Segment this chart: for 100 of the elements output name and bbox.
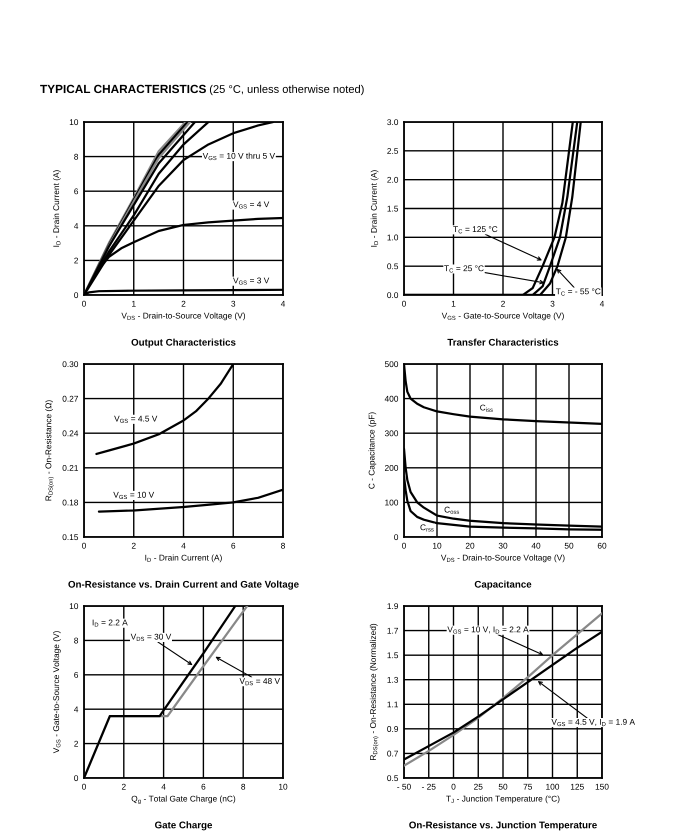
y-tick-label: 0.18 bbox=[62, 500, 78, 506]
y-tick-label: 0.5 bbox=[387, 775, 398, 782]
annotation: T$_{C}$ = 25 °C bbox=[444, 265, 484, 273]
y-tick-label: 0.24 bbox=[62, 430, 78, 436]
x-tick-label: 0 bbox=[82, 542, 86, 549]
annotation: T$_{C}$ = - 55 °C bbox=[556, 288, 601, 296]
y-tick-label: 0.0 bbox=[387, 292, 398, 298]
y-tick-label: 2 bbox=[74, 258, 78, 264]
x-tick-label: 4 bbox=[280, 300, 286, 307]
y-tick-label: 1.1 bbox=[387, 702, 398, 708]
text: Gate Charge bbox=[154, 821, 212, 830]
y-axis-title: V$_{GS}$ - Gate-to-Source Voltage (V) bbox=[53, 631, 61, 754]
y-tick-label: 8 bbox=[74, 638, 78, 644]
y-tick-label: 1.5 bbox=[387, 206, 398, 212]
annotation: V$_{GS}$ = 10 V, I$_{D}$ = 2.2 A bbox=[447, 626, 529, 634]
x-tick-label: 60 bbox=[598, 542, 606, 549]
annotation: V$_{GS}$ = 10 V bbox=[113, 492, 154, 499]
text: On-Resistance vs. Drain Current and Gate Voltage bbox=[68, 580, 299, 590]
y-tick-label: 0.21 bbox=[62, 465, 78, 471]
x-tick-label: 10 bbox=[279, 784, 288, 790]
text: TYPICAL CHARACTERISTICS bbox=[40, 84, 206, 94]
annotation: C$_{iss}$ bbox=[480, 404, 493, 412]
annotation: T$_{C}$ = 125 °C bbox=[453, 226, 498, 234]
x-tick-label: 2 bbox=[132, 542, 136, 549]
text: (25 °C, unless otherwise noted) bbox=[210, 84, 364, 96]
y-axis-title: I$_{D}$ - Drain Current (A) bbox=[53, 170, 61, 247]
y-tick-label: 0 bbox=[74, 775, 78, 782]
x-tick-label: 40 bbox=[532, 542, 540, 549]
y-tick-label: 10 bbox=[70, 119, 78, 126]
y-tick-label: 200 bbox=[384, 465, 398, 471]
x-tick-label: 100 bbox=[546, 784, 560, 790]
x-axis-title: Q$_{g}$ - Total Gate Charge (nC) bbox=[132, 795, 236, 804]
y-tick-label: 1.3 bbox=[387, 676, 398, 683]
annotation: I$_{D}$ = 2.2 A bbox=[92, 620, 128, 627]
y-tick-label: 0.15 bbox=[62, 534, 78, 540]
x-tick-label: 0 bbox=[402, 300, 406, 307]
y-tick-label: 300 bbox=[384, 430, 398, 436]
x-tick-label: 10 bbox=[433, 542, 442, 549]
annotation: V$_{DS}$ = 30 V bbox=[130, 634, 172, 641]
x-tick-label: 0 bbox=[82, 784, 86, 790]
x-tick-label: - 50 bbox=[397, 784, 411, 790]
y-tick-label: 10 bbox=[70, 603, 78, 610]
y-axis-title: I$_{D}$ - Drain Current (A) bbox=[370, 170, 378, 247]
y-tick-label: 0.9 bbox=[387, 726, 398, 732]
x-tick-label: 4 bbox=[161, 784, 166, 790]
x-tick-label: 0 bbox=[82, 300, 86, 307]
y-tick-label: 0.30 bbox=[62, 361, 78, 368]
text: Transfer Characteristics bbox=[447, 338, 558, 346]
annotation: V$_{GS}$ = 4 V bbox=[233, 201, 270, 209]
y-tick-label: 0 bbox=[394, 534, 398, 540]
x-tick-label: 75 bbox=[524, 784, 532, 790]
y-tick-label: 1.0 bbox=[387, 234, 398, 240]
y-tick-label: 2.0 bbox=[387, 176, 398, 183]
annotation: V$_{DS}$ = 48 V bbox=[239, 678, 280, 686]
x-axis-title: V$_{GS}$ - Gate-to-Source Voltage (V) bbox=[442, 312, 564, 320]
y-tick-label: 400 bbox=[384, 396, 398, 402]
y-tick-label: 1.5 bbox=[387, 652, 398, 658]
y-tick-label: 100 bbox=[385, 500, 398, 506]
annotation: V$_{GS}$ = 4.5 V bbox=[114, 416, 158, 423]
x-tick-label: 1 bbox=[132, 300, 136, 307]
y-tick-label: 0.7 bbox=[387, 750, 398, 757]
y-tick-label: 1.7 bbox=[387, 628, 398, 634]
y-tick-label: 2.5 bbox=[387, 148, 398, 154]
y-tick-label: 3.0 bbox=[387, 119, 398, 126]
x-tick-label: 50 bbox=[564, 542, 574, 549]
x-tick-label: 150 bbox=[596, 784, 609, 790]
annotation: V$_{GS}$ = 3 V bbox=[233, 277, 270, 285]
annotation: V$_{GS}$ = 4.5 V, I$_{D}$ = 1.9 A bbox=[551, 718, 636, 726]
x-tick-label: 20 bbox=[466, 542, 474, 549]
x-tick-label: 30 bbox=[498, 542, 508, 549]
x-tick-label: 50 bbox=[498, 784, 508, 790]
annotation: V$_{GS}$ = 10 V thru 5 V bbox=[202, 152, 276, 160]
x-tick-label: 125 bbox=[570, 784, 584, 790]
y-tick-label: 6 bbox=[74, 188, 78, 194]
x-tick-label: 6 bbox=[231, 542, 236, 549]
y-tick-label: 0.27 bbox=[62, 396, 78, 402]
text: On-Resistance vs. Junction Temperature bbox=[409, 821, 597, 830]
y-tick-label: 4 bbox=[74, 223, 78, 229]
x-axis-title: T$_{J}$ - Junction Temperature (°C) bbox=[446, 795, 560, 804]
x-tick-label: - 25 bbox=[422, 784, 436, 790]
x-tick-label: 25 bbox=[474, 784, 483, 790]
y-axis-title: C - Capacitance (pF) bbox=[368, 412, 376, 489]
x-tick-label: 2 bbox=[182, 300, 186, 307]
x-tick-label: 3 bbox=[231, 300, 236, 307]
x-tick-label: 2 bbox=[122, 784, 126, 790]
annotation: C$_{rss}$ bbox=[420, 524, 434, 532]
x-tick-label: 4 bbox=[600, 300, 604, 307]
x-tick-label: 8 bbox=[241, 784, 246, 790]
x-tick-label: 2 bbox=[501, 300, 505, 307]
x-tick-label: 0 bbox=[452, 784, 456, 790]
y-tick-label: 500 bbox=[384, 361, 398, 368]
y-tick-label: 0 bbox=[74, 292, 78, 298]
y-tick-label: 0.5 bbox=[387, 263, 398, 270]
y-axis-title: R$_{DS(on)}$ - On-Resistance (Normalized) bbox=[370, 624, 378, 760]
y-tick-label: 1.9 bbox=[387, 603, 398, 610]
x-axis-title: V$_{DS}$ - Drain-to-Source Voltage (V) bbox=[121, 312, 246, 320]
x-axis-title: V$_{DS}$ - Drain-to-Source Voltage (V) bbox=[440, 554, 565, 562]
x-tick-label: 4 bbox=[181, 542, 186, 549]
y-tick-label: 6 bbox=[74, 672, 78, 678]
x-tick-label: 1 bbox=[452, 300, 456, 307]
